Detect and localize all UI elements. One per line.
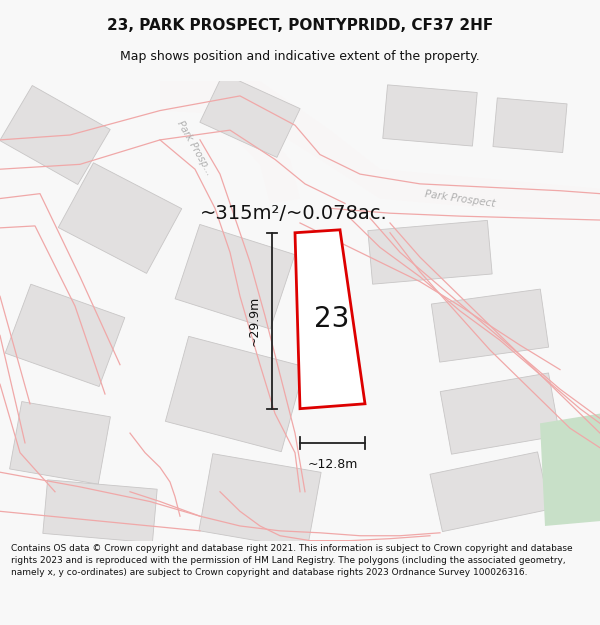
Polygon shape bbox=[540, 414, 600, 526]
Polygon shape bbox=[160, 81, 600, 218]
Polygon shape bbox=[493, 98, 567, 152]
Polygon shape bbox=[440, 373, 560, 454]
Polygon shape bbox=[43, 480, 157, 542]
Polygon shape bbox=[166, 336, 305, 452]
Polygon shape bbox=[295, 230, 365, 409]
Text: 23: 23 bbox=[314, 305, 350, 332]
Text: Park Prospect: Park Prospect bbox=[424, 189, 496, 209]
Polygon shape bbox=[431, 289, 548, 362]
Polygon shape bbox=[368, 221, 492, 284]
Text: Park Prosp...: Park Prosp... bbox=[175, 119, 215, 177]
Text: ~12.8m: ~12.8m bbox=[307, 458, 358, 471]
Text: Map shows position and indicative extent of the property.: Map shows position and indicative extent… bbox=[120, 51, 480, 63]
Polygon shape bbox=[200, 74, 300, 158]
Text: Contains OS data © Crown copyright and database right 2021. This information is : Contains OS data © Crown copyright and d… bbox=[11, 544, 572, 577]
Polygon shape bbox=[0, 86, 110, 184]
Text: ~29.9m: ~29.9m bbox=[248, 296, 260, 346]
Text: 23, PARK PROSPECT, PONTYPRIDD, CF37 2HF: 23, PARK PROSPECT, PONTYPRIDD, CF37 2HF bbox=[107, 18, 493, 33]
Polygon shape bbox=[383, 85, 477, 146]
Text: ~315m²/~0.078ac.: ~315m²/~0.078ac. bbox=[200, 204, 388, 222]
Polygon shape bbox=[430, 452, 550, 532]
Polygon shape bbox=[160, 81, 300, 203]
Polygon shape bbox=[5, 284, 125, 386]
Polygon shape bbox=[10, 401, 110, 484]
Polygon shape bbox=[175, 224, 295, 329]
Polygon shape bbox=[199, 454, 321, 549]
Polygon shape bbox=[58, 162, 182, 273]
